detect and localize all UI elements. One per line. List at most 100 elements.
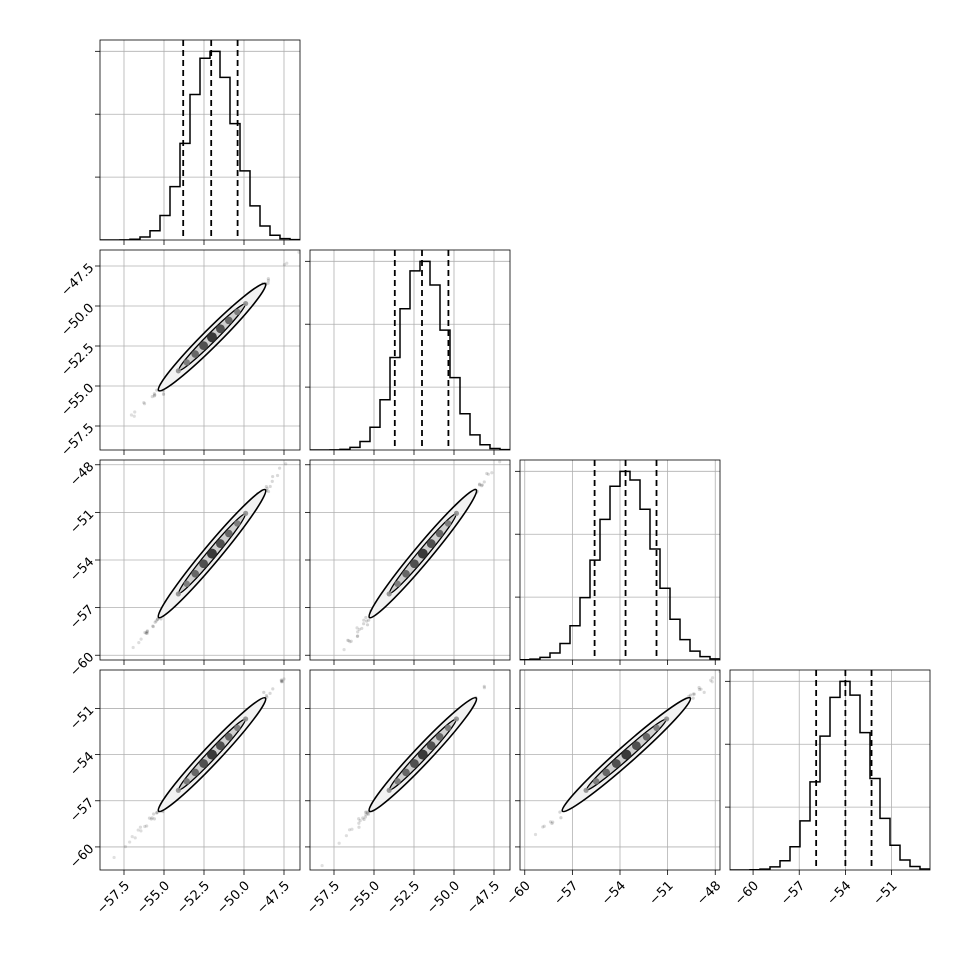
sample-point — [346, 638, 351, 643]
sample-point — [155, 388, 159, 392]
sample-point — [268, 691, 272, 695]
sample-point — [151, 624, 155, 629]
histogram-bars — [310, 260, 510, 450]
sample-point — [271, 687, 275, 691]
density-blob — [234, 520, 241, 527]
sample-point — [142, 402, 147, 406]
sample-point — [512, 444, 515, 447]
sample-point — [478, 482, 482, 486]
x-tick-label: −60 — [732, 878, 762, 908]
panel-content — [100, 460, 300, 660]
density-blob — [394, 778, 401, 785]
sample-point — [145, 629, 149, 634]
density-blob — [191, 350, 199, 358]
density-blob — [175, 368, 181, 374]
density-blob — [621, 749, 632, 760]
density-blob — [216, 324, 225, 334]
sample-point — [363, 810, 368, 814]
density-blob — [175, 787, 181, 793]
x-tick-label: −54 — [599, 878, 629, 908]
sample-point — [692, 692, 696, 696]
sample-point — [363, 815, 367, 819]
sample-point — [151, 624, 155, 628]
sample-point — [266, 279, 271, 283]
panel-3-1: −57.5 −55.0 −52.5 −50.0 −47.5 — [304, 669, 511, 917]
panel-content — [520, 460, 720, 660]
sample-point — [161, 392, 166, 396]
panel-content — [514, 670, 720, 870]
sample-point — [362, 618, 366, 622]
density-blob — [243, 716, 249, 722]
histogram-bars — [520, 470, 720, 660]
sample-point — [266, 277, 270, 281]
y-tick-label: −47.5 — [59, 261, 98, 300]
sample-point — [138, 825, 143, 829]
sample-point — [697, 687, 702, 692]
x-tick-label: −55.0 — [344, 878, 383, 917]
density-blob — [444, 724, 452, 732]
density-blob — [642, 732, 651, 741]
density-blob — [592, 778, 600, 785]
sample-point — [142, 400, 146, 405]
sample-point — [697, 685, 701, 690]
sample-point — [132, 414, 136, 418]
density-blob — [175, 591, 181, 597]
sample-point — [358, 819, 362, 823]
x-tick-label: −51 — [647, 878, 677, 908]
sample-point — [282, 263, 287, 267]
sample-point — [139, 829, 143, 833]
density-blob — [199, 759, 208, 768]
panel-2-1 — [305, 437, 518, 665]
density-blob — [234, 308, 241, 316]
panel-content — [310, 437, 518, 660]
panel-content — [730, 670, 930, 870]
sample-point — [147, 816, 152, 820]
panel-2-0: −60 −57 −54 −51 −48 — [67, 459, 301, 680]
sample-point — [357, 817, 361, 821]
sample-point — [285, 261, 289, 265]
density-blob — [191, 768, 199, 777]
y-tick-label: −48 — [67, 459, 97, 489]
density-blob — [199, 559, 208, 569]
sample-point — [498, 460, 502, 464]
sample-point — [480, 484, 484, 488]
sample-point — [151, 812, 156, 816]
sample-point — [154, 619, 158, 623]
sample-point — [515, 440, 518, 443]
y-tick-label: −54 — [67, 749, 97, 779]
sample-point — [699, 687, 703, 691]
density-blob — [435, 529, 444, 538]
sample-point — [279, 678, 283, 682]
y-tick-label: −57 — [67, 602, 97, 632]
sample-point — [514, 855, 517, 858]
sample-point — [558, 810, 562, 814]
sample-point — [477, 483, 482, 487]
sample-point — [365, 619, 369, 623]
sample-point — [515, 437, 518, 440]
y-tick-label: −57.5 — [59, 421, 98, 460]
sample-point — [365, 810, 369, 814]
sample-point — [348, 640, 352, 644]
sample-point — [282, 677, 286, 681]
sample-point — [366, 812, 370, 816]
y-tick-label: −60 — [67, 842, 97, 872]
sample-point — [264, 484, 268, 489]
sample-point — [152, 817, 156, 821]
sample-point — [279, 680, 284, 684]
panel-content — [100, 40, 300, 240]
sample-point — [266, 489, 271, 494]
density-blob — [225, 529, 233, 538]
sample-point — [130, 835, 134, 839]
sample-point — [262, 690, 266, 694]
x-tick-label: −57.5 — [94, 878, 133, 917]
sample-point — [480, 483, 484, 487]
sample-point — [360, 626, 364, 631]
density-blob — [417, 548, 428, 559]
sample-point — [482, 480, 486, 484]
x-tick-label: −51 — [871, 878, 901, 908]
sample-point — [344, 834, 348, 838]
density-blob — [216, 741, 225, 751]
density-blob — [191, 569, 199, 578]
sample-point — [131, 645, 135, 650]
